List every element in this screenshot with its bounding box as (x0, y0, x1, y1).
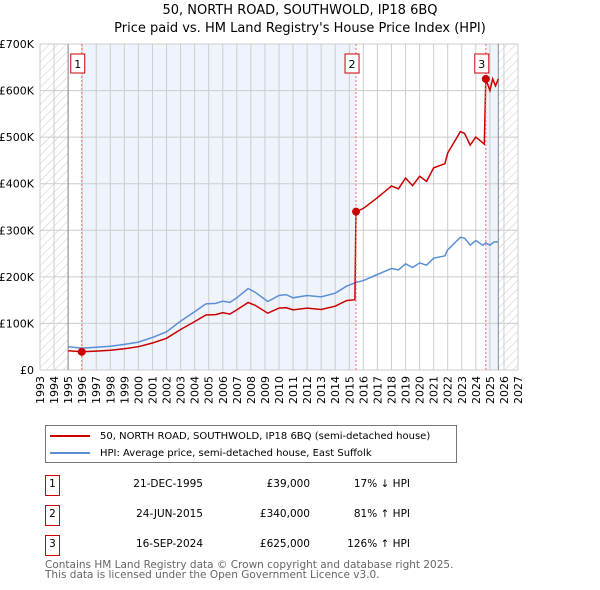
legend-label: 50, NORTH ROAD, SOUTHWOLD, IP18 6BQ (sem… (100, 430, 431, 442)
y-tick-label: £200K (0, 271, 35, 284)
sale-point (352, 207, 361, 216)
y-tick-label: £300K (0, 224, 35, 237)
hpi-line (68, 236, 499, 349)
shaded-period-3 (485, 44, 499, 370)
sale-row: 1 21-DEC-1995 £39,000 17% ↓ HPI (45, 475, 445, 496)
legend-item-property: 50, NORTH ROAD, SOUTHWOLD, IP18 6BQ (sem… (50, 429, 430, 443)
chart-subtitle: Price paid vs. HM Land Registry's House … (114, 21, 486, 36)
sale-label: 2 (349, 58, 356, 71)
x-tick-label: 2016 (357, 376, 370, 404)
y-tick-label: £500K (0, 131, 35, 144)
sale-point (77, 347, 86, 356)
sale-label-box (474, 53, 490, 74)
y-tick-label: £100K (0, 317, 35, 330)
sale-label-box (70, 53, 86, 74)
x-tick-label: 2019 (400, 376, 413, 404)
sale-hpi-diff: 126% ↑ HPI (347, 538, 410, 550)
shaded-period-1 (81, 44, 357, 370)
x-tick-label: 2027 (512, 376, 525, 404)
property-price-line (68, 76, 499, 353)
x-tick-label: 2018 (385, 376, 398, 404)
chart-legend: 50, NORTH ROAD, SOUTHWOLD, IP18 6BQ (sem… (45, 425, 457, 463)
sale-date: 24-JUN-2015 (136, 508, 203, 520)
chart-title: 50, NORTH ROAD, SOUTHWOLD, IP18 6BQ (162, 3, 438, 18)
legend-item-hpi: HPI: Average price, semi-detached house,… (50, 446, 372, 460)
sale-price: £39,000 (266, 478, 310, 490)
x-tick-label: 2026 (498, 376, 511, 404)
footer-copyright: Contains HM Land Registry data © Crown c… (45, 559, 454, 571)
x-tick-label: 2024 (470, 376, 483, 404)
x-tick-label: 2014 (329, 376, 342, 404)
y-tick-label: £600K (0, 85, 35, 98)
sale-row: 3 16-SEP-2024 £625,000 126% ↑ HPI (45, 535, 445, 556)
x-tick-label: 2004 (189, 376, 202, 404)
x-tick-label: 1998 (104, 376, 117, 404)
footer: Contains HM Land Registry data © Crown c… (45, 559, 454, 581)
x-tick-label: 1994 (48, 376, 61, 404)
sale-row: 2 24-JUN-2015 £340,000 81% ↑ HPI (45, 505, 445, 526)
x-tick-label: 2007 (231, 376, 244, 404)
sale-label: 3 (478, 58, 485, 71)
x-tick-label: 2009 (259, 376, 272, 404)
y-tick-label: £700K (0, 38, 35, 51)
legend-label: HPI: Average price, semi-detached house,… (100, 447, 372, 459)
sale-date: 16-SEP-2024 (135, 538, 203, 550)
legend-swatch-property (50, 435, 90, 437)
x-tick-label: 2020 (414, 376, 427, 404)
sale-number: 3 (45, 535, 60, 556)
x-tick-label: 2025 (484, 376, 497, 404)
x-tick-label: 2021 (428, 376, 441, 404)
x-tick-label: 2001 (146, 376, 159, 404)
legend-swatch-hpi (50, 452, 90, 454)
sale-date: 21-DEC-1995 (133, 478, 203, 490)
x-tick-label: 2013 (315, 376, 328, 404)
x-tick-label: 1995 (62, 376, 75, 404)
x-tick-label: 2011 (287, 376, 300, 404)
x-tick-label: 1997 (90, 376, 103, 404)
sale-hpi-diff: 17% ↓ HPI (353, 478, 410, 490)
x-tick-label: 2002 (161, 376, 174, 404)
x-tick-label: 1999 (118, 376, 131, 404)
sale-point (481, 74, 490, 83)
sale-label-box (344, 53, 360, 74)
x-tick-label: 2012 (301, 376, 314, 404)
x-tick-label: 2005 (203, 376, 216, 404)
x-tick-label: 2000 (132, 376, 145, 404)
x-tick-label: 2017 (371, 376, 384, 404)
hatched-no-data-right (498, 44, 518, 370)
x-tick-label: 2008 (245, 376, 258, 404)
sale-label: 1 (74, 58, 81, 71)
x-tick-label: 1996 (76, 376, 89, 404)
footer-licence: This data is licensed under the Open Gov… (45, 569, 380, 581)
sale-hpi-diff: 81% ↑ HPI (353, 508, 410, 520)
x-tick-label: 2023 (456, 376, 469, 404)
x-tick-label: 2003 (175, 376, 188, 404)
sale-price: £625,000 (259, 538, 310, 550)
sale-price: £340,000 (259, 508, 310, 520)
x-tick-label: 2010 (273, 376, 286, 404)
x-tick-label: 1993 (34, 376, 47, 404)
y-tick-label: £0 (20, 364, 34, 377)
x-tick-label: 2006 (217, 376, 230, 404)
sale-number: 1 (45, 475, 60, 496)
x-tick-label: 2015 (343, 376, 356, 404)
sale-number: 2 (45, 505, 60, 526)
x-tick-label: 2022 (442, 376, 455, 404)
y-tick-label: £400K (0, 178, 35, 191)
